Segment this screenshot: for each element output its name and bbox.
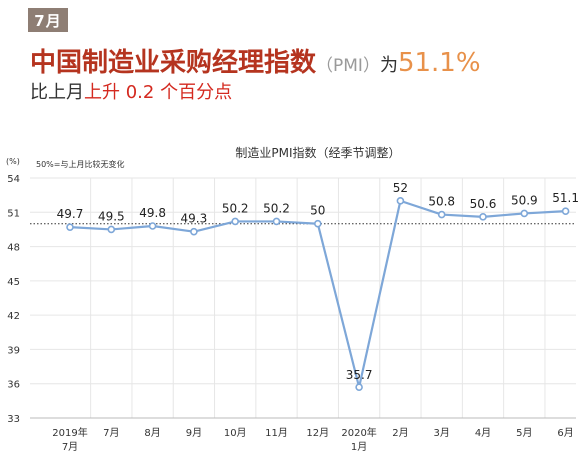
data-point <box>561 207 570 215</box>
y-tick-label: 51 <box>7 208 20 219</box>
y-tick-label: 42 <box>7 311 20 322</box>
data-label: 50.2 <box>222 201 249 215</box>
headline-value: 51.1% <box>397 48 481 78</box>
x-tick-label: 11月 <box>265 427 288 439</box>
data-point <box>437 210 446 219</box>
chart-note: 50%=与上月比较无变化 <box>36 159 124 169</box>
chart-title: 制造业PMI指数（经季节调整） <box>235 145 400 160</box>
y-tick-label: 54 <box>7 174 20 185</box>
x-tick-label: 8月 <box>144 427 160 439</box>
y-tick-label: 48 <box>7 243 20 254</box>
pmi-line-chart: 制造业PMI指数（经季节调整） (%) 50%=与上月比较无变化 33 36 39 4… <box>6 145 579 453</box>
data-label: 50 <box>310 204 325 218</box>
data-point <box>479 213 487 221</box>
x-tick-label: 10月 <box>224 427 247 439</box>
series-layer <box>66 197 570 391</box>
month-badge: 7月 <box>28 8 68 32</box>
grid-layer <box>30 177 576 419</box>
data-point <box>190 227 198 236</box>
subline-prefix: 比上月 <box>30 82 84 103</box>
data-label: 51.1 <box>552 191 579 205</box>
data-label: 52 <box>393 181 408 195</box>
y-tick-label: 36 <box>7 380 20 391</box>
chart-container: 制造业PMI指数（经季节调整） (%) 50%=与上月比较无变化 33 36 39 4… <box>0 130 582 470</box>
y-tick-label: 45 <box>7 277 20 288</box>
data-label: 49.3 <box>181 212 208 226</box>
series-line <box>69 199 566 389</box>
data-point <box>272 217 281 226</box>
headline-wei: 为 <box>379 55 398 76</box>
axis-layer: 33 36 39 42 45 48 51 54 2019年 7月 7月 8月 9月 10月 11月 12月 20… <box>7 174 576 453</box>
data-label: 50.8 <box>428 195 455 209</box>
data-point <box>520 209 529 218</box>
data-label-layer: 49.7 49.5 49.8 49.3 50.2 50.2 50 35.7 52 50.8 50.6… <box>57 181 579 382</box>
headline-title: 中国制造业采购经理指数 <box>30 48 317 78</box>
data-point <box>355 383 363 391</box>
y-unit-label: (%) <box>6 157 20 166</box>
y-tick-label: 39 <box>7 345 20 356</box>
x-tick-label: 2月 <box>392 427 408 439</box>
headline: 中国制造业采购经理指数（PMI）为51.1% <box>30 50 481 76</box>
x-tick-label: 4月 <box>475 427 491 439</box>
data-label: 49.7 <box>57 207 84 221</box>
subline: 比上月上升 0.2 个百分点 <box>30 84 232 102</box>
headline-paren: （PMI） <box>316 56 380 76</box>
data-label: 35.7 <box>346 368 373 382</box>
data-label: 50.9 <box>511 193 538 207</box>
data-label: 50.6 <box>470 197 497 211</box>
data-point <box>148 222 157 230</box>
x-tick-label: 3月 <box>434 427 450 439</box>
y-tick-label: 33 <box>7 414 20 425</box>
data-label: 50.2 <box>263 201 290 215</box>
x-tick-label: 12月 <box>306 427 329 439</box>
x-tick-label: 5月 <box>516 427 532 439</box>
data-point <box>66 223 74 231</box>
data-label: 49.5 <box>98 209 125 223</box>
x-tick-label: 2020年 1月 <box>341 426 376 453</box>
data-point <box>231 217 239 226</box>
data-point <box>313 219 322 228</box>
data-label: 49.8 <box>139 206 166 220</box>
x-tick-label: 6月 <box>557 427 573 439</box>
data-point <box>396 197 405 205</box>
x-tick-label: 2019年 7月 <box>52 426 87 453</box>
data-point <box>107 225 116 234</box>
x-tick-label: 7月 <box>103 427 119 439</box>
x-tick-label: 9月 <box>186 427 202 439</box>
subline-highlight: 上升 0.2 个百分点 <box>84 82 233 103</box>
